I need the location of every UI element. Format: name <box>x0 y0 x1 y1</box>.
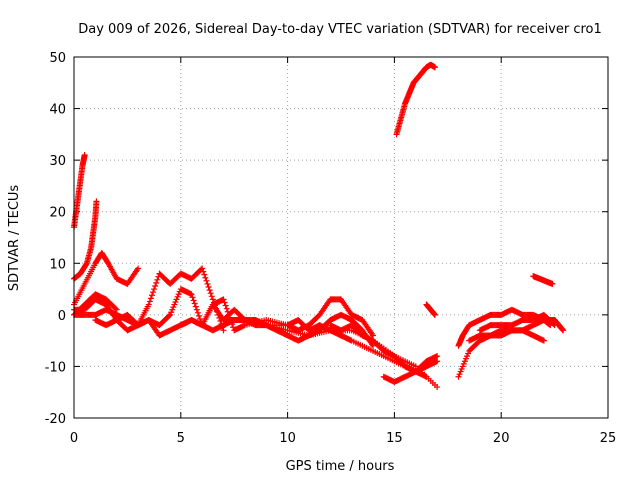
grid-lines <box>74 57 608 418</box>
data-point <box>147 295 154 302</box>
data-point <box>200 268 207 275</box>
data-point <box>193 306 200 313</box>
data-point <box>224 308 231 315</box>
x-tick-label: 25 <box>600 431 617 446</box>
y-tick-label: 40 <box>49 103 66 118</box>
y-tick-label: 0 <box>58 309 66 324</box>
data-point <box>197 315 204 322</box>
x-tick-label: 5 <box>177 431 185 446</box>
data-point <box>431 311 438 318</box>
data-point <box>434 358 441 365</box>
data-point <box>201 271 208 278</box>
data-point <box>370 332 377 339</box>
data-point <box>145 301 152 308</box>
y-tick-label: 30 <box>49 154 66 169</box>
data-point <box>207 290 214 297</box>
data-point <box>218 321 225 328</box>
plot-frame <box>73 56 609 419</box>
data-point <box>194 309 201 316</box>
data-point <box>220 296 227 303</box>
data-point <box>423 373 430 380</box>
data-point <box>560 327 567 334</box>
series-sat-l <box>393 61 438 138</box>
data-point <box>93 198 100 205</box>
series-sat-c <box>71 249 142 308</box>
data-point <box>152 282 159 289</box>
series-sat-m <box>423 301 438 318</box>
data-point <box>146 298 153 305</box>
data-point <box>112 305 119 312</box>
data-point <box>540 337 547 344</box>
data-point <box>148 292 155 299</box>
x-tick-label: 10 <box>279 431 296 446</box>
y-tick-label: 10 <box>49 257 66 272</box>
data-point <box>113 306 120 313</box>
data-point <box>225 311 232 318</box>
data-point <box>370 342 377 349</box>
data-point <box>221 299 228 306</box>
data-point <box>434 353 441 360</box>
data-point <box>204 280 211 287</box>
series-sat-b <box>71 198 100 282</box>
y-tick-label: 20 <box>49 206 66 221</box>
tick-labels: 0 5 10 15 20 25 -20 -10 0 10 20 30 40 50 <box>45 51 617 446</box>
series-sat-n <box>455 306 554 349</box>
series-sat-a <box>71 151 88 231</box>
data-marks <box>71 61 567 391</box>
data-point <box>153 279 160 286</box>
data-point <box>191 300 198 307</box>
data-point <box>195 312 202 319</box>
data-point <box>202 274 209 281</box>
data-point <box>220 327 227 334</box>
series-sat-i <box>220 311 377 349</box>
data-point <box>188 291 195 298</box>
data-point <box>222 302 229 309</box>
data-point <box>205 284 212 291</box>
series-sat-r <box>530 273 556 287</box>
data-point <box>209 296 216 303</box>
y-tick-label: -10 <box>45 360 66 375</box>
data-point <box>223 305 230 312</box>
axis-ticks <box>73 56 609 419</box>
data-point <box>166 312 173 319</box>
series-sat-p <box>466 327 547 344</box>
data-point <box>208 293 215 300</box>
data-point <box>192 303 199 310</box>
data-point <box>434 384 441 391</box>
series-sat-e <box>71 265 227 334</box>
data-point <box>150 289 157 296</box>
data-point <box>81 151 88 158</box>
data-point <box>135 265 142 272</box>
y-tick-label: 50 <box>49 51 66 66</box>
x-tick-label: 20 <box>493 431 510 446</box>
x-axis-label: GPS time / hours <box>286 459 395 474</box>
data-point <box>190 297 197 304</box>
x-tick-label: 15 <box>386 431 403 446</box>
data-point <box>206 287 213 294</box>
series-sat-k <box>380 358 441 385</box>
data-point <box>151 286 158 293</box>
y-tick-label: -20 <box>45 412 66 427</box>
x-tick-label: 0 <box>70 431 78 446</box>
data-point <box>189 294 196 301</box>
data-point <box>549 280 556 287</box>
series-sat-s <box>551 317 567 334</box>
data-point <box>199 265 206 272</box>
y-axis-label: SDTVAR / TECUs <box>7 185 22 292</box>
data-point <box>203 277 210 284</box>
data-point <box>154 276 161 283</box>
data-point <box>219 324 226 331</box>
chart-title: Day 009 of 2026, Sidereal Day-to-day VTE… <box>78 22 602 37</box>
data-point <box>431 64 438 71</box>
